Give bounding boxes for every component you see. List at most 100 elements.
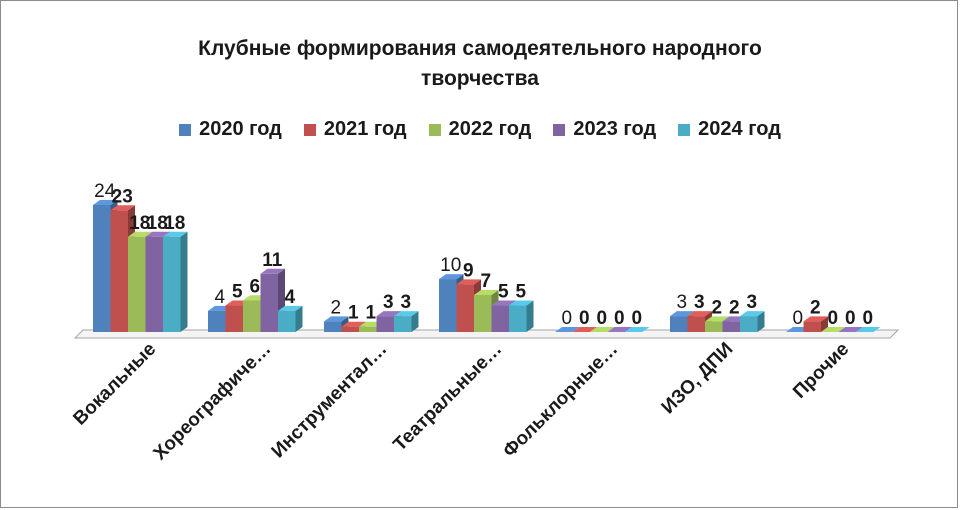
bar-top-4-1 [572,327,597,332]
bar-2-2 [359,326,377,332]
bar-top-1-4 [278,305,303,311]
bar-top-4-4 [625,327,650,332]
data-label-0-4: 18 [164,213,185,234]
data-label-1-1: 5 [232,282,243,303]
bar-2-1 [341,326,359,332]
bar-top-5-0 [670,311,695,317]
bar-side-1-4 [295,305,303,332]
bar-5-2 [705,321,723,332]
bar-6-1 [803,321,821,332]
bar-top-6-2 [821,327,846,332]
bar-side-3-4 [526,300,534,332]
legend-item-2022: 2022 год [428,118,531,141]
bar-top-0-2 [128,231,153,237]
bar-top-5-2 [705,316,730,322]
bar-top-1-3 [260,268,285,274]
data-label-4-3: 0 [614,308,625,329]
data-label-2-2: 1 [365,303,376,324]
bar-top-2-4 [394,311,419,317]
chart-title-line-2: творчества [421,67,539,90]
bar-top-4-0 [555,327,580,332]
data-label-6-4: 0 [862,308,873,329]
bar-top-0-0 [93,200,118,205]
bar-5-1 [687,316,705,332]
legend-swatch-2022 [428,123,441,136]
bar-0-0 [93,205,111,332]
bar-0-1 [110,210,128,332]
bar-0-2 [128,236,146,332]
bar-top-2-3 [376,311,401,317]
data-label-2-3: 3 [383,292,394,313]
category-label-1: Хореографиче… [150,339,276,465]
bar-1-3 [260,273,278,332]
legend-label-2023: 2023 год [573,118,657,140]
bar-top-6-3 [838,327,863,332]
data-label-3-4: 5 [515,282,526,303]
category-label-2: Инструментал… [268,339,392,463]
data-label-2-0: 2 [330,297,341,318]
category-label-6: Прочие [789,339,853,403]
bar-0-3 [145,236,163,332]
data-label-4-1: 0 [579,308,590,329]
bar-side-6-1 [821,316,828,332]
bar-side-5-4 [757,311,765,332]
bar-side-0-4 [180,231,188,332]
bar-1-1 [225,305,243,332]
bar-2-4 [394,316,412,332]
data-label-3-0: 10 [440,255,461,276]
legend-swatch-2024 [678,123,691,136]
legend-item-2023: 2023 год [553,118,656,141]
legend-item-2020: 2020 год [179,118,282,141]
data-label-6-1: 2 [810,297,821,318]
bar-top-4-3 [607,327,632,332]
chart-title: Клубные формирования самодеятельного нар… [0,34,960,94]
data-label-5-2: 2 [711,297,722,318]
legend-item-2024: 2024 год [678,118,781,141]
data-label-5-0: 3 [676,292,687,313]
data-label-3-3: 5 [498,282,509,303]
bar-top-4-2 [590,327,615,332]
data-label-6-3: 0 [845,308,856,329]
bar-5-3 [722,321,740,332]
data-label-1-3: 11 [262,250,283,271]
bar-top-2-1 [341,321,366,327]
bar-top-6-4 [856,327,881,332]
bar-top-3-1 [456,279,481,285]
data-label-1-4: 4 [284,287,295,308]
chart-legend: 2020 год 2021 год 2022 год 2023 год 2024… [0,118,960,141]
data-label-4-4: 0 [631,308,642,329]
data-label-6-0: 0 [792,308,803,329]
data-label-3-2: 7 [480,271,491,292]
category-label-4: Фольклорные… [499,339,622,462]
bar-3-4 [509,305,527,332]
bar-top-0-1 [110,205,135,211]
legend-item-2021: 2021 год [303,118,407,141]
bar-3-0 [439,279,457,332]
bar-1-2 [243,300,261,332]
legend-swatch-2021 [303,123,316,136]
bar-top-3-4 [509,300,534,306]
bar-1-0 [208,310,226,332]
bar-top-6-1 [803,316,828,322]
bar-2-0 [324,321,342,332]
legend-label-2024: 2024 год [698,118,781,140]
legend-label-2020: 2020 год [199,118,282,140]
bar-5-0 [670,316,688,332]
legend-swatch-2020 [179,123,192,136]
category-label-3: Театральные… [389,339,506,456]
bar-side-2-4 [411,311,419,332]
bar-5-4 [740,316,758,332]
data-label-0-0: 24 [94,181,116,202]
bar-3-1 [456,284,474,332]
bar-top-3-0 [439,274,464,280]
data-label-2-4: 3 [400,292,411,313]
data-label-4-0: 0 [561,308,572,329]
bar-top-5-4 [740,311,765,317]
bar-top-3-2 [474,289,499,295]
data-label-5-1: 3 [694,292,705,313]
data-label-5-4: 3 [746,292,757,313]
bar-3-2 [474,294,492,332]
bar-top-0-3 [145,231,170,237]
bar-0-4 [163,236,181,332]
